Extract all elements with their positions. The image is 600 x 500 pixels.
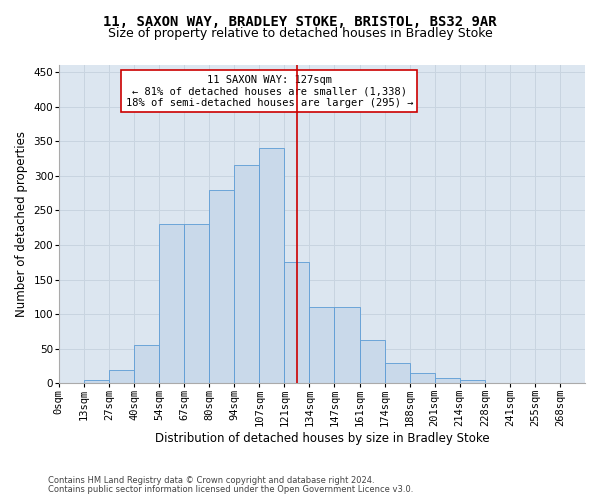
Bar xyxy=(84,380,109,384)
Bar xyxy=(134,346,159,384)
Bar xyxy=(334,308,359,384)
Text: Contains public sector information licensed under the Open Government Licence v3: Contains public sector information licen… xyxy=(48,484,413,494)
Bar xyxy=(410,373,434,384)
Bar xyxy=(434,378,460,384)
Bar xyxy=(310,308,334,384)
Text: Size of property relative to detached houses in Bradley Stoke: Size of property relative to detached ho… xyxy=(107,28,493,40)
Y-axis label: Number of detached properties: Number of detached properties xyxy=(15,131,28,317)
Bar xyxy=(259,148,284,384)
Bar xyxy=(385,362,410,384)
Text: 11 SAXON WAY: 127sqm
← 81% of detached houses are smaller (1,338)
18% of semi-de: 11 SAXON WAY: 127sqm ← 81% of detached h… xyxy=(125,74,413,108)
Bar xyxy=(234,166,259,384)
X-axis label: Distribution of detached houses by size in Bradley Stoke: Distribution of detached houses by size … xyxy=(155,432,489,445)
Bar xyxy=(284,262,310,384)
Text: 11, SAXON WAY, BRADLEY STOKE, BRISTOL, BS32 9AR: 11, SAXON WAY, BRADLEY STOKE, BRISTOL, B… xyxy=(103,15,497,29)
Bar xyxy=(209,190,234,384)
Bar xyxy=(359,340,385,384)
Text: Contains HM Land Registry data © Crown copyright and database right 2024.: Contains HM Land Registry data © Crown c… xyxy=(48,476,374,485)
Bar xyxy=(109,370,134,384)
Bar xyxy=(184,224,209,384)
Bar xyxy=(159,224,184,384)
Bar xyxy=(460,380,485,384)
